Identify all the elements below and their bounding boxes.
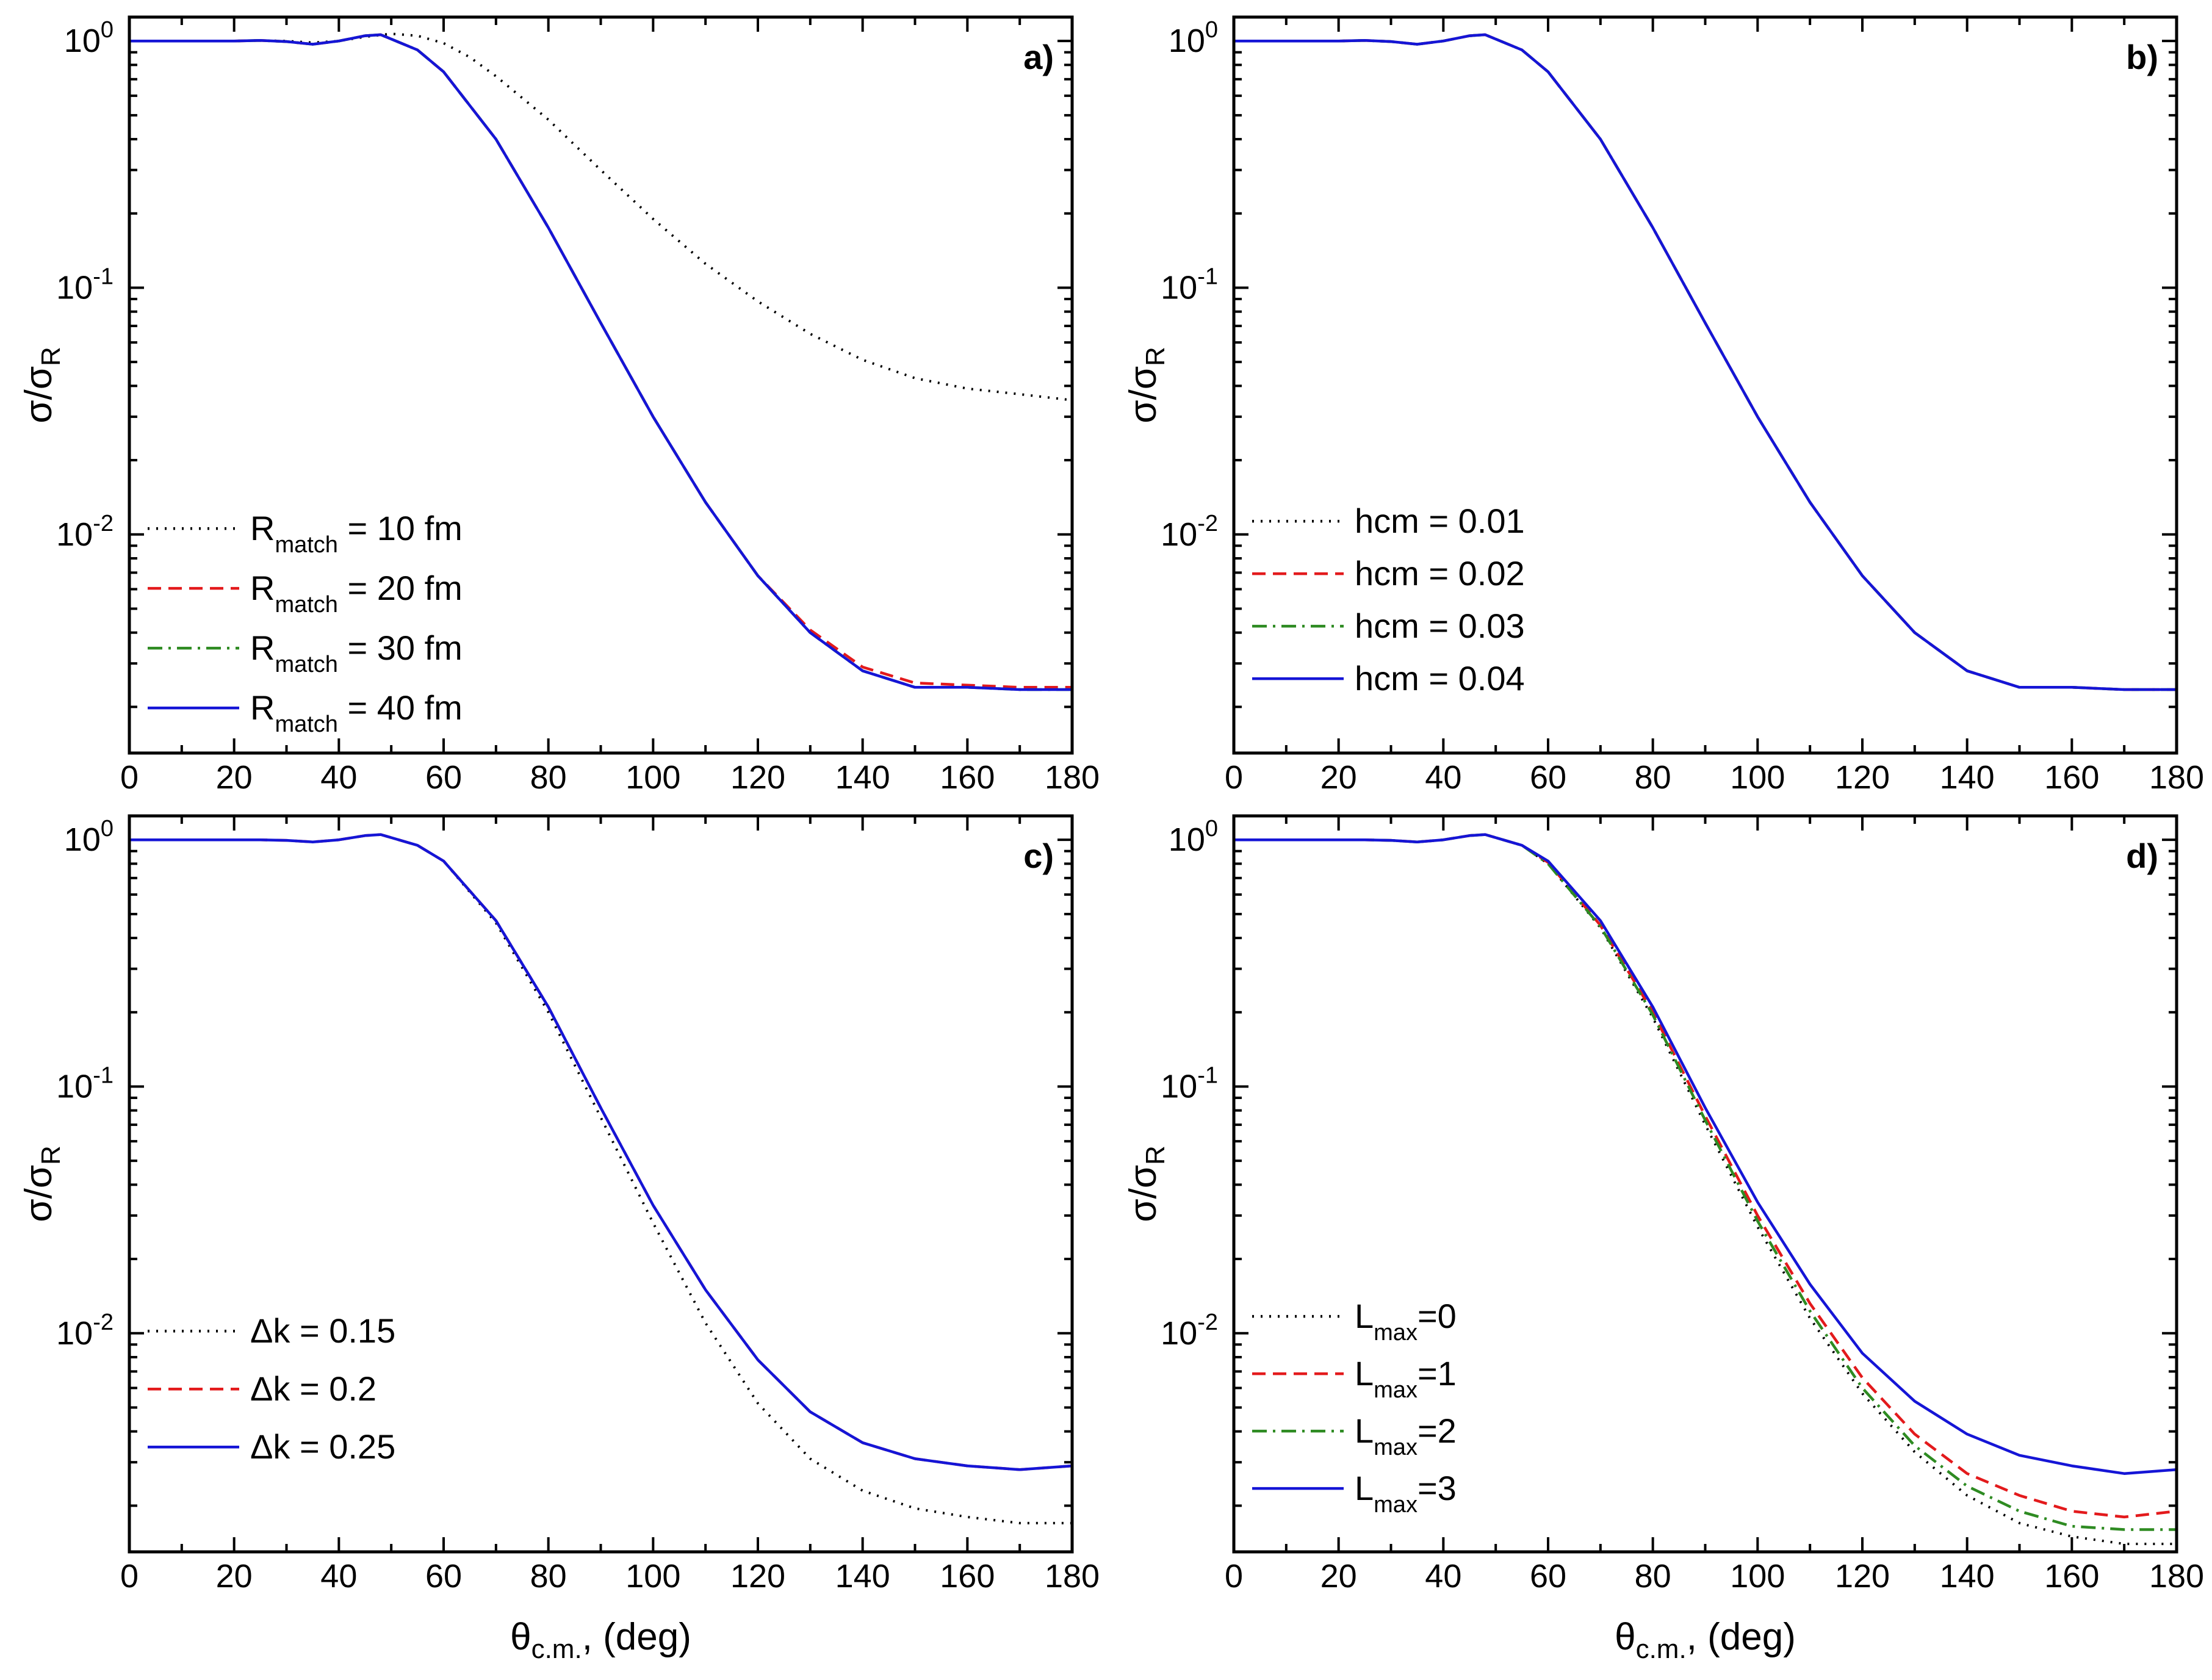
- series-line-3: [129, 833, 1072, 1471]
- x-tick-label: 100: [625, 1558, 680, 1595]
- legend-label: Lmax=3: [1355, 1469, 1457, 1518]
- x-tick-label: 100: [625, 759, 680, 796]
- x-tick-label: 140: [1940, 759, 1995, 796]
- series-line-1: [129, 32, 1072, 402]
- x-tick-label: 120: [1835, 759, 1890, 796]
- chart-panel-d: 0 20 40 60 80 100 120 140 160 180 10-2 10-1 100 σ/σR θ…: [1122, 814, 2204, 1664]
- legend-label: hcm = 0.02: [1355, 554, 1525, 593]
- x-tick-label: 20: [216, 759, 253, 796]
- x-tick-label: 160: [940, 759, 995, 796]
- legend-label: hcm = 0.01: [1355, 502, 1525, 540]
- plot-frame: [128, 15, 1074, 755]
- x-tick-label: 60: [1530, 759, 1566, 796]
- panel-tag: b): [2126, 38, 2158, 76]
- legend-label: Rmatch = 20 fm: [250, 569, 463, 618]
- x-tick-label: 140: [835, 1558, 890, 1595]
- legend-label: Rmatch = 30 fm: [250, 629, 463, 677]
- series-line-4: [1234, 833, 2177, 1475]
- y-axis-label: σ/σR: [18, 1145, 66, 1222]
- x-tick-label: 40: [320, 759, 357, 796]
- x-tick-label: 20: [1320, 759, 1357, 796]
- x-tick-label: 60: [425, 1558, 462, 1595]
- y-tick-label: 10-1: [1161, 1062, 1218, 1105]
- x-tick-label: 40: [1425, 759, 1461, 796]
- legend-label: Lmax=0: [1355, 1297, 1457, 1346]
- x-tick-label: 160: [2044, 759, 2099, 796]
- series-line-1: [129, 833, 1072, 1524]
- x-axis-label: θc.m., (deg): [1615, 1616, 1796, 1664]
- panel-tag: d): [2126, 837, 2158, 875]
- x-tick-label: 0: [120, 759, 139, 796]
- y-tick-label: 10-2: [56, 1310, 113, 1352]
- x-tick-label: 20: [216, 1558, 253, 1595]
- plot-frame: [128, 814, 1074, 1554]
- x-tick-label: 40: [320, 1558, 357, 1595]
- x-tick-label: 80: [1635, 1558, 1671, 1595]
- y-tick-label: 10-1: [56, 1062, 113, 1105]
- x-tick-label: 60: [425, 759, 462, 796]
- y-tick-label: 10-1: [56, 264, 113, 306]
- x-tick-label: 0: [120, 1558, 139, 1595]
- x-tick-label: 100: [1730, 759, 1785, 796]
- legend-label: Δk = 0.2: [250, 1369, 376, 1408]
- x-tick-label: 160: [940, 1558, 995, 1595]
- y-tick-label: 10-2: [1161, 1310, 1218, 1352]
- y-tick-label: 100: [64, 17, 113, 59]
- legend-label: hcm = 0.04: [1355, 659, 1525, 698]
- x-tick-label: 80: [1635, 759, 1671, 796]
- legend-label: Rmatch = 40 fm: [250, 688, 463, 737]
- plot-frame: [1232, 814, 2178, 1554]
- x-tick-label: 140: [835, 759, 890, 796]
- x-tick-label: 0: [1225, 759, 1243, 796]
- series-line-3: [1234, 833, 2177, 1531]
- x-tick-label: 160: [2044, 1558, 2099, 1595]
- x-tick-label: 80: [530, 759, 567, 796]
- y-tick-label: 100: [1169, 816, 1218, 858]
- x-axis-label: θc.m., (deg): [510, 1616, 691, 1664]
- legend-label: Lmax=1: [1355, 1354, 1457, 1403]
- legend-label: Lmax=2: [1355, 1411, 1457, 1460]
- series-line-4: [129, 33, 1072, 691]
- x-tick-label: 60: [1530, 1558, 1566, 1595]
- y-axis-label: σ/σR: [1122, 1145, 1170, 1222]
- panel-tag: c): [1023, 837, 1054, 875]
- legend-label: hcm = 0.03: [1355, 607, 1525, 645]
- y-tick-label: 10-2: [1161, 511, 1218, 553]
- x-tick-label: 40: [1425, 1558, 1461, 1595]
- y-tick-label: 100: [1169, 17, 1218, 59]
- legend-label: Δk = 0.15: [250, 1311, 395, 1350]
- series-line-4: [1234, 33, 2177, 691]
- series-line-2: [1234, 833, 2177, 1519]
- plot-frame: [1232, 15, 2178, 755]
- x-tick-label: 120: [1835, 1558, 1890, 1595]
- chart-panel-c: 0 20 40 60 80 100 120 140 160 180 10-2 10-1 100 σ/σR θ…: [18, 814, 1100, 1664]
- x-tick-label: 120: [730, 1558, 785, 1595]
- x-tick-label: 180: [2149, 759, 2204, 796]
- chart-panel-b: 0 20 40 60 80 100 120 140 160 180 10-2 10-1 100 σ/σR h…: [1122, 15, 2204, 796]
- x-tick-label: 100: [1730, 1558, 1785, 1595]
- y-tick-label: 10-2: [56, 511, 113, 553]
- x-tick-label: 180: [2149, 1558, 2204, 1595]
- panel-tag: a): [1023, 38, 1054, 76]
- chart-panel-a: 0 20 40 60 80 100 120 140 160 180 10-2 10-1 100 σ/σR R…: [18, 15, 1100, 796]
- x-tick-label: 140: [1940, 1558, 1995, 1595]
- x-tick-label: 120: [730, 759, 785, 796]
- y-axis-label: σ/σR: [1122, 347, 1170, 424]
- legend-label: Δk = 0.25: [250, 1427, 395, 1466]
- y-axis-label: σ/σR: [18, 347, 66, 424]
- x-tick-label: 20: [1320, 1558, 1357, 1595]
- y-tick-label: 10-1: [1161, 264, 1218, 306]
- x-tick-label: 180: [1045, 1558, 1100, 1595]
- y-tick-label: 100: [64, 816, 113, 858]
- x-tick-label: 180: [1045, 759, 1100, 796]
- legend-label: Rmatch = 10 fm: [250, 509, 463, 558]
- x-tick-label: 80: [530, 1558, 567, 1595]
- x-tick-label: 0: [1225, 1558, 1243, 1595]
